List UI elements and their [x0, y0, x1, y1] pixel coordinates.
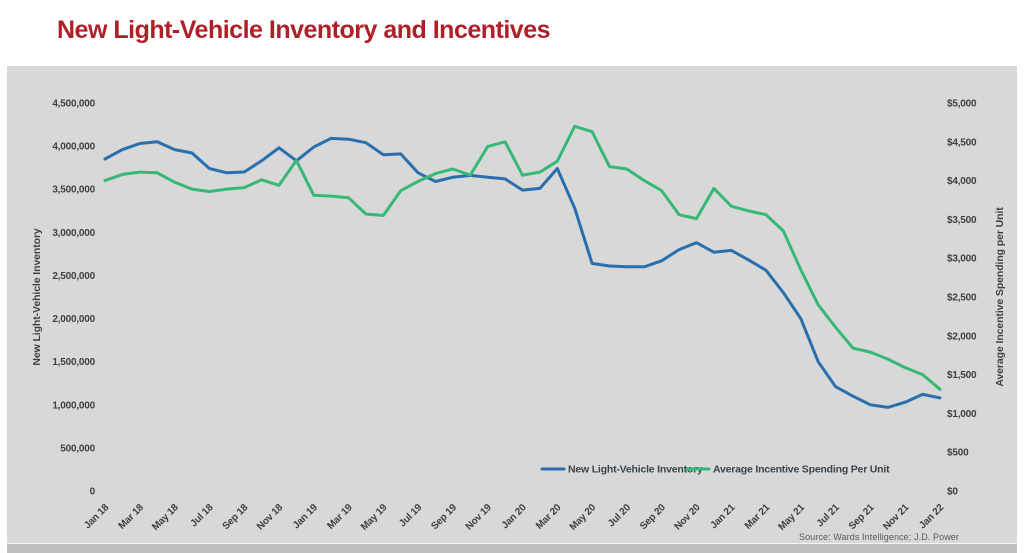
x-axis-tick: May 19: [359, 502, 390, 533]
x-axis-tick: Sep 21: [847, 502, 877, 532]
right-axis-tick: $4,500: [947, 137, 977, 148]
x-axis-tick: May 20: [568, 502, 599, 533]
right-axis-tick: $4,000: [947, 176, 977, 187]
x-axis-tick: Nov 19: [464, 502, 495, 533]
right-axis-tick: $2,000: [947, 331, 977, 342]
x-axis-tick: Sep 20: [638, 502, 668, 532]
x-axis-tick: Jan 21: [708, 502, 737, 531]
x-axis-tick: Jan 20: [500, 502, 529, 531]
legend-label: Average Incentive Spending Per Unit: [713, 464, 890, 476]
x-axis-tick: Mar 20: [534, 502, 564, 532]
left-axis-tick: 1,000,000: [52, 400, 95, 411]
right-axis-tick: $500: [947, 448, 969, 459]
page-title: New Light-Vehicle Inventory and Incentiv…: [57, 16, 551, 44]
chart-panel: 4,500,000 4,000,000 3,500,000 3,000,000 2,50…: [7, 66, 1017, 543]
right-axis-tick: $0: [947, 487, 958, 498]
left-axis-tick: 3,000,000: [52, 228, 95, 239]
left-axis-tick: 4,500,000: [52, 99, 95, 110]
left-axis-tick: 2,000,000: [52, 314, 95, 325]
left-axis-tick: 500,000: [60, 443, 95, 454]
right-axis-tick: $3,500: [947, 215, 977, 226]
x-axis-tick: Sep 19: [429, 502, 459, 532]
footer-strip: [7, 543, 1017, 553]
x-axis-tick: Nov 21: [881, 502, 912, 533]
x-axis-tick: Mar 19: [325, 502, 355, 532]
right-axis-tick: $5,000: [947, 99, 977, 110]
incentive-line-series: [103, 124, 942, 391]
right-axis-tick: $3,000: [947, 254, 977, 265]
left-axis-tick: 2,500,000: [52, 271, 95, 282]
x-axis-tick: Jul 21: [815, 502, 842, 529]
right-axis-tick: $1,500: [947, 370, 977, 381]
inventory-line-series: [103, 136, 942, 409]
x-axis-tick: May 18: [150, 502, 181, 533]
x-axis-tick: Nov 20: [672, 502, 703, 533]
x-axis-tick: Jul 20: [606, 502, 633, 529]
left-axis-title: New Light-Vehicle Inventory: [31, 228, 43, 366]
left-axis-tick: 0: [90, 487, 96, 498]
legend-label: New Light-Vehicle Inventory: [568, 464, 703, 476]
right-axis-title: Average Incentive Spending per Unit: [994, 207, 1006, 387]
left-axis-tick: 4,000,000: [52, 142, 95, 153]
left-axis-tick: 1,500,000: [52, 357, 95, 368]
x-axis-tick: May 21: [776, 502, 807, 533]
x-axis-tick: Jan 22: [917, 502, 946, 531]
left-axis-tick: 3,500,000: [52, 185, 95, 196]
x-axis-tick: Sep 18: [221, 502, 251, 532]
x-axis-tick: Jul 18: [189, 502, 216, 529]
source-note: Source: Wards Intelligence; J.D. Power: [798, 532, 959, 542]
right-axis-tick: $1,000: [947, 409, 977, 420]
line-chart: 4,500,000 4,000,000 3,500,000 3,000,000 2,50…: [31, 99, 1006, 533]
x-axis-tick: Jul 19: [397, 502, 424, 529]
x-axis-tick: Mar 21: [743, 502, 773, 532]
x-axis-tick: Nov 18: [255, 502, 286, 533]
right-axis-tick: $2,500: [947, 293, 977, 304]
x-axis-tick: Jan 19: [291, 502, 320, 531]
x-axis-tick: Jan 18: [82, 502, 111, 531]
x-axis-tick: Mar 18: [117, 502, 147, 532]
